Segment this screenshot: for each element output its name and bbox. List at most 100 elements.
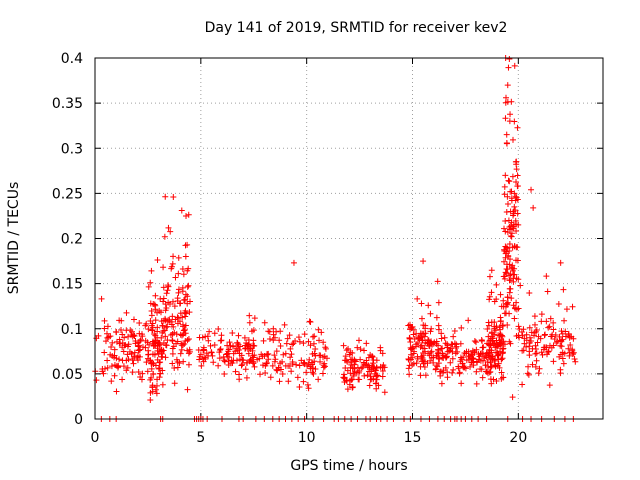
data-point xyxy=(420,357,427,364)
data-point xyxy=(99,366,106,373)
data-point xyxy=(266,335,273,342)
data-point xyxy=(115,363,122,370)
data-point xyxy=(472,339,479,346)
data-point xyxy=(111,346,118,353)
data-point xyxy=(427,310,434,317)
data-point xyxy=(307,318,314,325)
data-point xyxy=(523,343,530,350)
data-point xyxy=(515,221,522,228)
data-point xyxy=(207,342,214,349)
data-point xyxy=(154,257,161,264)
data-point xyxy=(283,340,290,347)
data-point xyxy=(150,371,157,378)
data-point xyxy=(501,341,508,348)
data-point xyxy=(512,193,519,200)
data-point xyxy=(507,233,514,240)
y-tick-label: 0.2 xyxy=(61,232,83,248)
data-point xyxy=(270,331,277,338)
data-point xyxy=(149,384,156,391)
data-point xyxy=(405,365,412,372)
data-point xyxy=(446,348,453,355)
data-point xyxy=(357,356,364,363)
data-point xyxy=(221,371,228,378)
data-point xyxy=(519,381,526,388)
data-point xyxy=(177,331,184,338)
data-point xyxy=(349,349,356,356)
data-point xyxy=(104,334,111,341)
data-point xyxy=(238,352,245,359)
data-point xyxy=(277,342,284,349)
data-point xyxy=(379,364,386,371)
data-point xyxy=(183,212,190,219)
data-point xyxy=(265,328,272,335)
data-point xyxy=(242,345,249,352)
data-point xyxy=(507,271,514,278)
data-point xyxy=(479,344,486,351)
data-point xyxy=(125,341,132,348)
data-point xyxy=(552,331,559,338)
data-point xyxy=(271,352,278,359)
data-point xyxy=(529,361,536,368)
data-point xyxy=(169,360,176,367)
data-point xyxy=(513,178,520,185)
data-point xyxy=(561,317,568,324)
data-point xyxy=(571,356,578,363)
data-point xyxy=(504,82,511,89)
data-point xyxy=(104,364,111,371)
data-point xyxy=(504,294,511,301)
data-point xyxy=(317,358,324,365)
data-point xyxy=(504,321,511,328)
data-point xyxy=(488,330,495,337)
data-point xyxy=(444,369,451,376)
data-point xyxy=(205,337,212,344)
data-point xyxy=(251,315,258,322)
data-point xyxy=(410,331,417,338)
data-point xyxy=(526,352,533,359)
data-point xyxy=(109,339,116,346)
data-point xyxy=(186,346,193,353)
data-point xyxy=(179,332,186,339)
data-point xyxy=(179,314,186,321)
data-point xyxy=(428,325,435,332)
data-point xyxy=(261,319,268,326)
data-point xyxy=(131,353,138,360)
data-point xyxy=(131,332,138,339)
data-point xyxy=(506,118,513,125)
data-point xyxy=(502,172,509,179)
data-point xyxy=(201,354,208,361)
data-point xyxy=(562,328,569,335)
data-point xyxy=(505,64,512,71)
data-point xyxy=(224,350,231,357)
data-point xyxy=(470,362,477,369)
data-point xyxy=(98,295,105,302)
data-point xyxy=(513,257,520,264)
data-point xyxy=(138,376,145,383)
data-point xyxy=(506,261,513,268)
data-point xyxy=(179,342,186,349)
data-point xyxy=(181,297,188,304)
data-point xyxy=(438,380,445,387)
data-point xyxy=(473,368,480,375)
data-point xyxy=(116,317,123,324)
data-point xyxy=(319,370,326,377)
data-point xyxy=(120,363,127,370)
data-point xyxy=(502,243,509,250)
data-point xyxy=(409,345,416,352)
data-point xyxy=(508,195,515,202)
x-tick-label: 10 xyxy=(298,430,316,446)
data-point xyxy=(417,343,424,350)
data-point xyxy=(405,322,412,329)
data-point xyxy=(417,372,424,379)
data-point xyxy=(507,276,514,283)
data-point xyxy=(238,362,245,369)
data-point xyxy=(486,346,493,353)
data-point xyxy=(438,345,445,352)
data-point xyxy=(305,385,312,392)
data-point xyxy=(113,355,120,362)
data-point xyxy=(148,365,155,372)
data-point xyxy=(148,267,155,274)
data-point xyxy=(241,334,248,341)
data-point xyxy=(502,218,509,225)
data-point xyxy=(226,346,233,353)
data-point xyxy=(169,345,176,352)
